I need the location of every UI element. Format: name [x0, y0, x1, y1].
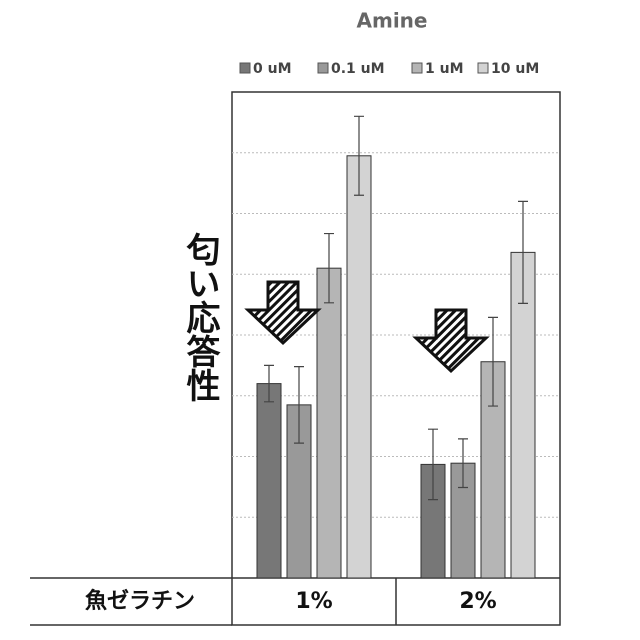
bar	[317, 268, 341, 578]
chart: Amine 匂い応答性 魚ゼラチン 0 uM 0.1 uM 1 uM 10 uM 1% 2…	[0, 0, 640, 640]
legend-label: 1 uM	[425, 61, 464, 77]
legend-swatch	[240, 63, 250, 73]
y-axis-label: 匂い応答性	[180, 232, 221, 402]
legend-swatch	[478, 63, 488, 73]
bar	[347, 156, 371, 578]
row-label: 魚ゼラチン	[85, 588, 195, 614]
legend-label: 10 uM	[491, 61, 539, 77]
legend-label: 0.1 uM	[331, 61, 385, 77]
arrow	[248, 282, 318, 343]
x-tick-label: 1%	[295, 589, 332, 614]
x-tick-label: 2%	[459, 589, 496, 614]
legend-swatch	[318, 63, 328, 73]
legend-swatch	[412, 63, 422, 73]
legend-label: 0 uM	[253, 61, 292, 77]
chart-title: Amine	[357, 9, 428, 33]
arrow	[416, 310, 486, 371]
bar	[257, 384, 281, 578]
